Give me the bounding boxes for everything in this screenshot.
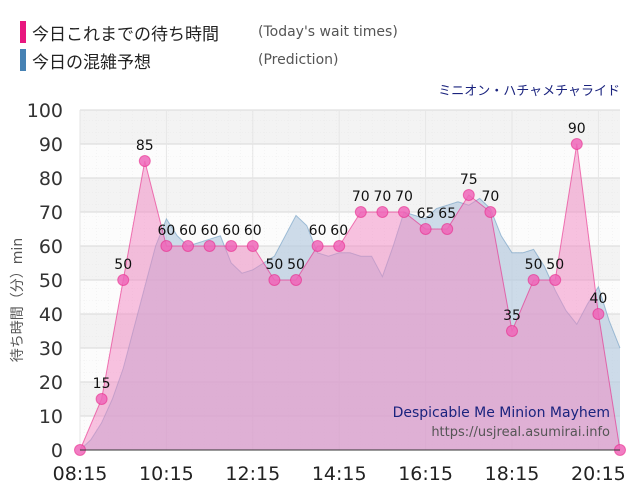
- y-tick-label: 40: [39, 304, 63, 326]
- legend-today-swatch: [20, 21, 26, 43]
- legend-prediction-swatch: [20, 49, 26, 71]
- today-point: [95, 393, 108, 405]
- x-tick-label: 10:15: [139, 463, 194, 485]
- today-data-label: 70: [373, 189, 391, 205]
- today-point: [225, 240, 238, 252]
- today-point: [419, 223, 432, 235]
- attraction-name-en: Despicable Me Minion Mayhem: [393, 405, 610, 421]
- today-data-label: 70: [481, 189, 499, 205]
- axes: 0 10 20 30 40 50 60 70 80 90 100 08:15 10:15 12:15 14:…: [27, 100, 626, 485]
- y-tick-label: 10: [39, 406, 63, 428]
- y-tick-label: 100: [27, 100, 63, 122]
- y-tick-label: 30: [39, 338, 63, 360]
- today-point: [570, 138, 583, 150]
- legend-today: 今日これまでの待ち時間 (Today's wait times): [0, 19, 398, 45]
- today-data-label: 50: [525, 257, 543, 273]
- today-data-label: 50: [114, 257, 132, 273]
- legend-prediction-label: 今日の混雑予想: [32, 52, 151, 73]
- today-point: [441, 223, 454, 235]
- today-data-label: 90: [568, 121, 586, 137]
- today-data-label: 50: [546, 257, 564, 273]
- today-point: [246, 240, 259, 252]
- today-point: [592, 308, 605, 320]
- today-data-label: 70: [395, 189, 413, 205]
- today-point: [354, 206, 367, 218]
- today-data-label: 60: [157, 223, 175, 239]
- today-data-label: 50: [287, 257, 305, 273]
- today-point: [484, 206, 497, 218]
- today-data-label: 75: [460, 172, 478, 188]
- legend-prediction-sublabel: (Prediction): [258, 52, 339, 68]
- today-data-label: 60: [222, 223, 240, 239]
- today-point: [182, 240, 194, 252]
- today-area: [80, 144, 620, 450]
- today-point: [527, 274, 540, 286]
- x-tick-label: 14:15: [312, 463, 367, 485]
- today-data-label: 50: [265, 257, 283, 273]
- today-point: [203, 240, 216, 252]
- today-data-label: 60: [244, 223, 262, 239]
- today-point: [376, 206, 389, 218]
- today-data-label: 35: [503, 308, 521, 324]
- y-tick-label: 80: [39, 168, 63, 190]
- source-url: https://usjreal.asumirai.info: [431, 425, 610, 440]
- today-data-label: 15: [93, 376, 111, 392]
- today-data-label: 65: [417, 206, 435, 222]
- today-point: [462, 189, 475, 201]
- y-tick-label: 50: [39, 270, 63, 292]
- today-point: [117, 274, 130, 286]
- today-point: [398, 206, 410, 218]
- today-data-label: 60: [309, 223, 327, 239]
- today-data-label: 60: [330, 223, 348, 239]
- today-point: [549, 274, 562, 286]
- y-tick-label: 60: [39, 236, 63, 258]
- today-point: [160, 240, 173, 252]
- y-tick-label: 90: [39, 134, 63, 156]
- today-point: [138, 155, 151, 167]
- attraction-name-jp: ミニオン・ハチャメチャライド: [438, 84, 620, 99]
- today-point: [268, 274, 281, 286]
- x-tick-label: 20:15: [571, 463, 626, 485]
- legend-today-label: 今日これまでの待ち時間: [32, 24, 219, 45]
- y-axis-label: 待ち時間（分）min: [10, 238, 26, 362]
- x-tick-label: 08:15: [53, 463, 108, 485]
- today-point: [290, 274, 302, 286]
- today-data-label: 65: [438, 206, 456, 222]
- today-point: [311, 240, 324, 252]
- today-data-label: 60: [179, 223, 197, 239]
- x-tick-label: 12:15: [225, 463, 280, 485]
- today-data-label: 70: [352, 189, 370, 205]
- today-data-label: 85: [136, 138, 154, 154]
- x-tick-label: 18:15: [485, 463, 540, 485]
- legend-today-sublabel: (Today's wait times): [258, 24, 398, 40]
- today-data-label: 60: [201, 223, 219, 239]
- x-tick-label: 16:15: [398, 463, 453, 485]
- today-point: [506, 325, 518, 337]
- today-point: [333, 240, 346, 252]
- today-data-label: 40: [589, 291, 607, 307]
- legend-prediction: 今日の混雑予想 (Prediction): [0, 47, 338, 73]
- y-tick-label: 70: [39, 202, 63, 224]
- y-tick-label: 20: [39, 372, 63, 394]
- y-tick-label: 0: [51, 440, 63, 462]
